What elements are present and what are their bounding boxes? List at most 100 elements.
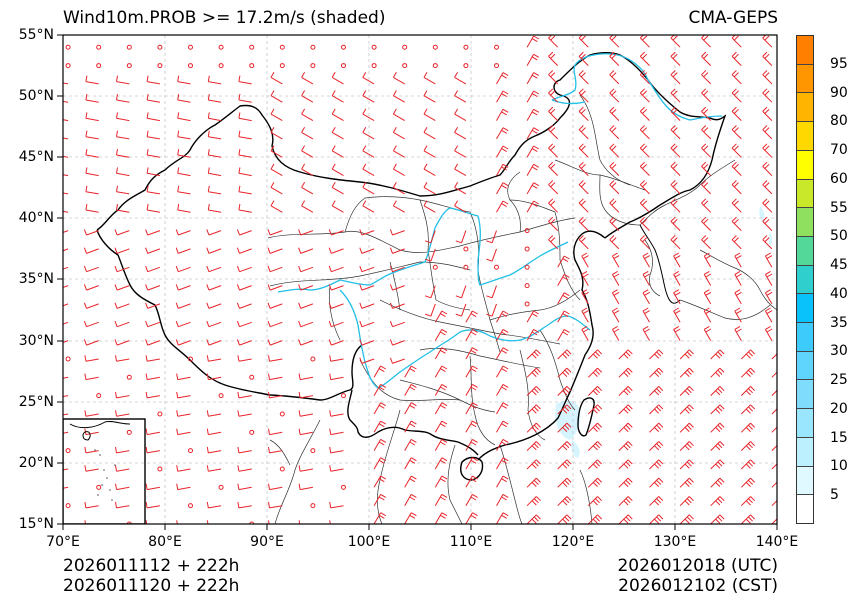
wind-barb-icon: [176, 373, 191, 381]
wind-barb-icon: [548, 106, 559, 121]
calm-wind-icon: [65, 356, 71, 362]
wind-barb-icon: [146, 130, 160, 140]
wind-barb-icon: [207, 75, 222, 85]
wind-barb-icon: [578, 106, 589, 121]
wind-barb-icon: [496, 310, 509, 323]
wind-barb-icon: [639, 143, 650, 158]
wind-barb-icon: [373, 457, 387, 470]
wind-barb-icon: [731, 35, 742, 48]
wind-barb-icon: [578, 180, 589, 195]
wind-barb-icon: [679, 514, 694, 524]
wind-barb-icon: [268, 501, 283, 509]
wind-barb-icon: [145, 284, 161, 291]
wind-barb-icon: [455, 230, 467, 244]
wind-barb-icon: [207, 112, 222, 122]
wind-barb-icon: [237, 483, 252, 491]
wind-barb-icon: [329, 373, 344, 381]
wind-barb-icon: [434, 420, 448, 433]
rivers: [277, 53, 723, 389]
wind-barb-icon: [359, 265, 375, 273]
wind-barb-icon: [701, 235, 712, 250]
wind-barb-icon: [84, 410, 99, 417]
wind-barb-icon: [359, 339, 375, 346]
calm-wind-icon: [249, 44, 255, 50]
wind-barb-icon: [425, 248, 436, 262]
wind-barb-icon: [84, 465, 99, 472]
wind-barb-icon: [670, 180, 681, 195]
wind-barb-icon: [496, 328, 509, 341]
wind-barb-icon: [587, 441, 603, 451]
wind-barb-icon: [578, 198, 589, 213]
colorbar-segment: [797, 179, 813, 209]
colorbar-segment: [797, 409, 813, 438]
wind-barb-icon: [618, 386, 633, 396]
wind-barb-icon: [557, 514, 572, 524]
calm-wind-icon: [310, 44, 316, 50]
wind-barb-icon: [771, 444, 777, 451]
wind-barb-icon: [762, 106, 773, 121]
wind-barb-icon: [649, 404, 664, 415]
wind-barb-icon: [404, 383, 417, 396]
y-tick-label: 30°N: [18, 333, 54, 349]
wind-barb-icon: [116, 130, 130, 140]
colorbar-tick-label: 35: [830, 314, 848, 331]
wind-barb-icon: [236, 229, 252, 236]
wind-barb-icon: [362, 71, 375, 85]
calm-wind-icon: [524, 246, 530, 252]
wind-barb-icon: [146, 94, 160, 103]
wind-barb-icon: [578, 143, 589, 158]
model-name: CMA-GEPS: [688, 8, 778, 28]
wind-barb-icon: [496, 127, 509, 140]
wind-barb-icon: [611, 307, 620, 323]
wind-barb-icon: [404, 475, 417, 488]
wind-barb-icon: [649, 349, 664, 360]
wind-barb-icon: [404, 512, 417, 524]
wind-barb-icon: [679, 496, 694, 507]
calm-wind-icon: [65, 503, 71, 509]
wind-barb-icon: [63, 285, 69, 289]
wind-barb-icon: [496, 420, 509, 433]
wind-barb-icon: [649, 367, 664, 378]
wind-barb-icon: [639, 88, 650, 103]
x-tick-label: 100°E: [347, 534, 391, 550]
wind-barb-icon: [731, 106, 742, 121]
wind-barb-icon: [639, 216, 650, 231]
calm-wind-icon: [65, 63, 71, 69]
wind-barb-icon: [175, 284, 191, 291]
wind-barb-icon: [578, 70, 589, 85]
wind-barb-icon: [642, 325, 650, 341]
wind-barb-icon: [373, 420, 387, 433]
wind-barb-icon: [731, 51, 742, 66]
wind-barb-icon: [649, 386, 664, 396]
wind-barb-icon: [771, 371, 777, 378]
wind-barb-icon: [496, 347, 509, 360]
wind-barb-icon: [548, 70, 559, 85]
y-tick-label: 55°N: [18, 27, 54, 43]
calm-wind-icon: [218, 484, 224, 490]
wind-barb-icon: [548, 198, 559, 213]
wind-barb-icon: [83, 284, 99, 291]
calm-wind-icon: [188, 448, 193, 454]
wind-barb-icon: [639, 70, 650, 85]
wind-barb-icon: [116, 94, 130, 103]
wind-barb-icon: [710, 459, 725, 470]
wind-barb-icon: [762, 125, 773, 140]
wind-barb-icon: [206, 520, 222, 524]
national-border: [96, 52, 727, 481]
wind-barb-icon: [731, 88, 742, 103]
wind-barb-icon: [145, 247, 161, 254]
wind-barb-icon: [115, 355, 130, 362]
wind-barb-icon: [701, 198, 712, 213]
wind-barb-icon: [359, 357, 375, 364]
wind-barb-icon: [762, 161, 773, 176]
colorbar-segment: [797, 150, 813, 180]
wind-barb-icon: [734, 252, 742, 268]
wind-barb-icon: [649, 422, 664, 433]
wind-barb-icon: [83, 247, 99, 254]
calm-wind-icon: [157, 63, 163, 69]
wind-barb-icon: [496, 402, 509, 415]
calm-wind-icon: [341, 44, 346, 50]
wind-barb-icon: [116, 185, 130, 195]
wind-barb-icon: [270, 181, 283, 195]
wind-barb-icon: [548, 216, 559, 231]
